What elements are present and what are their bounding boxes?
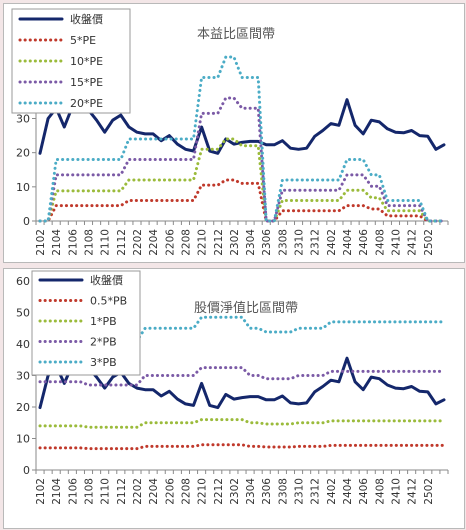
x-tick-label: 2404 bbox=[342, 478, 354, 505]
legend-label: 20*PE bbox=[70, 97, 103, 110]
series-line-3*PB bbox=[38, 315, 446, 343]
x-tick-label: 2412 bbox=[407, 229, 419, 256]
x-tick-label: 2402 bbox=[326, 229, 338, 256]
legend-box bbox=[31, 270, 141, 376]
legend-label: 15*PE bbox=[70, 76, 103, 89]
pb-band-chart-panel: 0 10 20 30 40 50 60 2102 2104 2106 2108 2110 2112 220… bbox=[3, 268, 465, 529]
x-tick-label: 2306 bbox=[261, 478, 273, 505]
y-tick-label: 0 bbox=[23, 464, 30, 477]
series-line-2*PB bbox=[38, 366, 446, 387]
series-line-收盤價 bbox=[38, 356, 446, 410]
legend-label: 10*PE bbox=[70, 55, 103, 68]
x-tick-label: 2112 bbox=[116, 478, 128, 505]
y-tick-label: 20 bbox=[16, 401, 30, 414]
x-tick-label: 2306 bbox=[261, 229, 273, 256]
x-tick-label: 2206 bbox=[164, 229, 176, 256]
x-tick-label: 2408 bbox=[374, 478, 386, 505]
x-tick-label: 2408 bbox=[374, 229, 386, 256]
x-tick-label: 2308 bbox=[277, 229, 289, 256]
y-tick-label: 10 bbox=[16, 433, 30, 446]
y-tick-label: 20 bbox=[16, 147, 30, 160]
x-tick-label: 2212 bbox=[213, 478, 225, 505]
x-tick-label: 2502 bbox=[423, 478, 435, 505]
x-tick-label: 2208 bbox=[180, 478, 192, 505]
x-tick-label: 2108 bbox=[84, 229, 96, 256]
x-tick-label: 2312 bbox=[310, 229, 322, 256]
x-tick-label: 2308 bbox=[277, 478, 289, 505]
x-tick-label: 2312 bbox=[310, 478, 322, 505]
x-tick-label: 2404 bbox=[342, 229, 354, 256]
x-tick-label: 2110 bbox=[100, 478, 112, 505]
x-tick-label: 2310 bbox=[294, 229, 306, 256]
x-tick-label: 2204 bbox=[148, 229, 160, 256]
x-tick-label: 2102 bbox=[35, 478, 47, 505]
pe-band-chart: 0102030405060210221042106210821102112220… bbox=[11, 8, 449, 256]
y-tick-label: 30 bbox=[16, 113, 30, 126]
legend-label: 5*PE bbox=[70, 34, 96, 47]
legend-label: 3*PB bbox=[90, 356, 117, 369]
x-tick-label: 2412 bbox=[407, 478, 419, 505]
x-tick-label: 2106 bbox=[67, 229, 79, 256]
x-tick-label: 2210 bbox=[197, 478, 209, 505]
x-tick-label: 2106 bbox=[67, 478, 79, 505]
legend-label: 2*PB bbox=[90, 336, 117, 349]
series-line-20*PE bbox=[38, 55, 446, 223]
legend-label: 1*PB bbox=[90, 315, 117, 328]
x-tick-label: 2406 bbox=[358, 478, 370, 505]
x-tick-label: 2210 bbox=[197, 229, 209, 256]
legend-label: 0.5*PB bbox=[90, 295, 127, 308]
legend-label: 收盤價 bbox=[90, 273, 123, 287]
y-tick-label: 30 bbox=[16, 370, 30, 383]
x-tick-label: 2202 bbox=[132, 229, 144, 256]
x-tick-label: 2208 bbox=[180, 229, 192, 256]
x-tick-label: 2410 bbox=[390, 229, 402, 256]
x-tick-label: 2104 bbox=[51, 478, 63, 505]
x-tick-label: 2204 bbox=[148, 478, 160, 505]
pe-band-chart-panel: 0102030405060210221042106210821102112220… bbox=[3, 3, 465, 263]
x-tick-label: 2402 bbox=[326, 478, 338, 505]
y-tick-label: 10 bbox=[16, 181, 30, 194]
x-tick-label: 2108 bbox=[84, 478, 96, 505]
x-tick-label: 2202 bbox=[132, 478, 144, 505]
series-line-收盤價 bbox=[38, 98, 446, 155]
x-tick-label: 2304 bbox=[245, 478, 257, 505]
x-tick-label: 2410 bbox=[390, 478, 402, 505]
series-line-1*PB bbox=[38, 418, 446, 429]
series-line-15*PE bbox=[38, 96, 446, 223]
x-tick-label: 2406 bbox=[358, 229, 370, 256]
y-tick-label: 60 bbox=[16, 275, 30, 288]
x-tick-label: 2502 bbox=[423, 229, 435, 256]
legend-label: 收盤價 bbox=[70, 12, 103, 26]
x-tick-label: 2102 bbox=[35, 229, 47, 256]
x-tick-label: 2302 bbox=[229, 478, 241, 505]
x-tick-label: 2104 bbox=[51, 229, 63, 256]
chart-title: 本益比區間帶 bbox=[197, 27, 275, 42]
x-tick-label: 2112 bbox=[116, 229, 128, 256]
y-tick-label: 50 bbox=[16, 307, 30, 320]
x-tick-label: 2310 bbox=[294, 478, 306, 505]
chart-title: 股價淨值比區間帶 bbox=[194, 300, 298, 316]
pb-band-chart: 0 10 20 30 40 50 60 2102 2104 2106 2108 2110 2112 220… bbox=[16, 270, 449, 505]
x-tick-label: 2206 bbox=[164, 478, 176, 505]
x-tick-label: 2302 bbox=[229, 229, 241, 256]
series-line-5*PE bbox=[38, 178, 446, 223]
x-tick-label: 2212 bbox=[213, 229, 225, 256]
series-line-10*PE bbox=[38, 137, 446, 223]
y-tick-label: 40 bbox=[16, 338, 30, 351]
x-tick-label: 2110 bbox=[100, 229, 112, 256]
x-tick-label: 2304 bbox=[245, 229, 257, 256]
y-tick-label: 0 bbox=[23, 215, 30, 228]
series-line-0.5*PB bbox=[38, 443, 446, 451]
